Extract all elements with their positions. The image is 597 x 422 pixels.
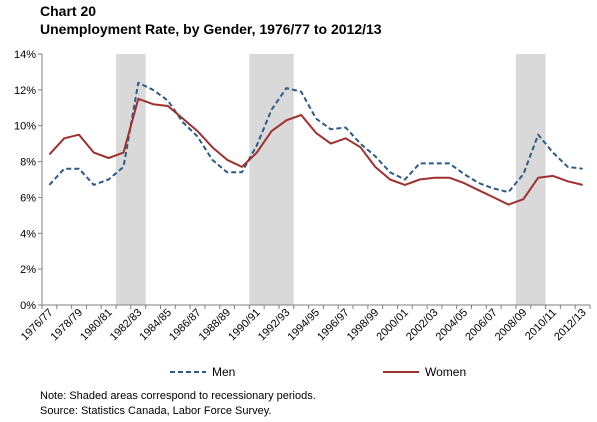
recession-band (249, 54, 294, 305)
x-tick-label: 1994/95 (286, 307, 323, 344)
y-tick-label: 0% (20, 300, 36, 312)
x-tick-label: 1986/87 (167, 307, 204, 344)
x-tick-label: 2002/03 (404, 307, 441, 344)
x-tick-label: 2000/01 (374, 307, 411, 344)
x-tick-label: 2012/13 (552, 307, 589, 344)
recession-band (515, 54, 546, 305)
legend: Men Women (170, 365, 466, 379)
recession-shading (116, 54, 546, 305)
recession-band (116, 54, 146, 305)
x-tick-label: 1980/81 (78, 307, 115, 344)
x-tick-label: 1998/99 (345, 307, 382, 344)
x-tick-label: 1992/93 (256, 307, 293, 344)
chart-number: Chart 20 (40, 3, 97, 19)
y-tick-label: 12% (14, 85, 36, 97)
x-tick-label: 1990/91 (226, 307, 263, 344)
x-tick-label: 1988/89 (197, 307, 234, 344)
title-block: Chart 20 Unemployment Rate, by Gender, 1… (40, 2, 382, 38)
x-tick-label: 1976/77 (19, 307, 56, 344)
x-tick-label: 1978/79 (49, 307, 86, 344)
y-tick-label: 8% (20, 157, 36, 169)
y-tick-label: 4% (20, 228, 36, 240)
x-tick-label: 2004/05 (434, 307, 471, 344)
series-line-women (48, 97, 583, 206)
legend-label-women: Women (425, 365, 466, 379)
legend-label-men: Men (212, 365, 235, 379)
note-text: Note: Shaded areas correspond to recessi… (40, 390, 316, 402)
x-tick-label: 1996/97 (315, 307, 352, 344)
y-tick-label: 6% (20, 192, 36, 204)
x-tick-label: 1982/83 (108, 307, 145, 344)
source-text: Source: Statistics Canada, Labor Force S… (40, 405, 272, 417)
y-tick-label: 14% (14, 49, 36, 61)
y-tick-label: 10% (14, 121, 36, 133)
y-tick-label: 2% (20, 264, 36, 276)
notes: Note: Shaded areas correspond to recessi… (40, 389, 316, 419)
chart-title: Unemployment Rate, by Gender, 1976/77 to… (40, 21, 382, 37)
x-tick-label: 2008/09 (493, 307, 530, 344)
series-lines (48, 81, 583, 206)
x-tick-label: 2006/07 (463, 307, 500, 344)
x-tick-label: 1984/85 (137, 307, 174, 344)
series-line-men (48, 81, 583, 194)
